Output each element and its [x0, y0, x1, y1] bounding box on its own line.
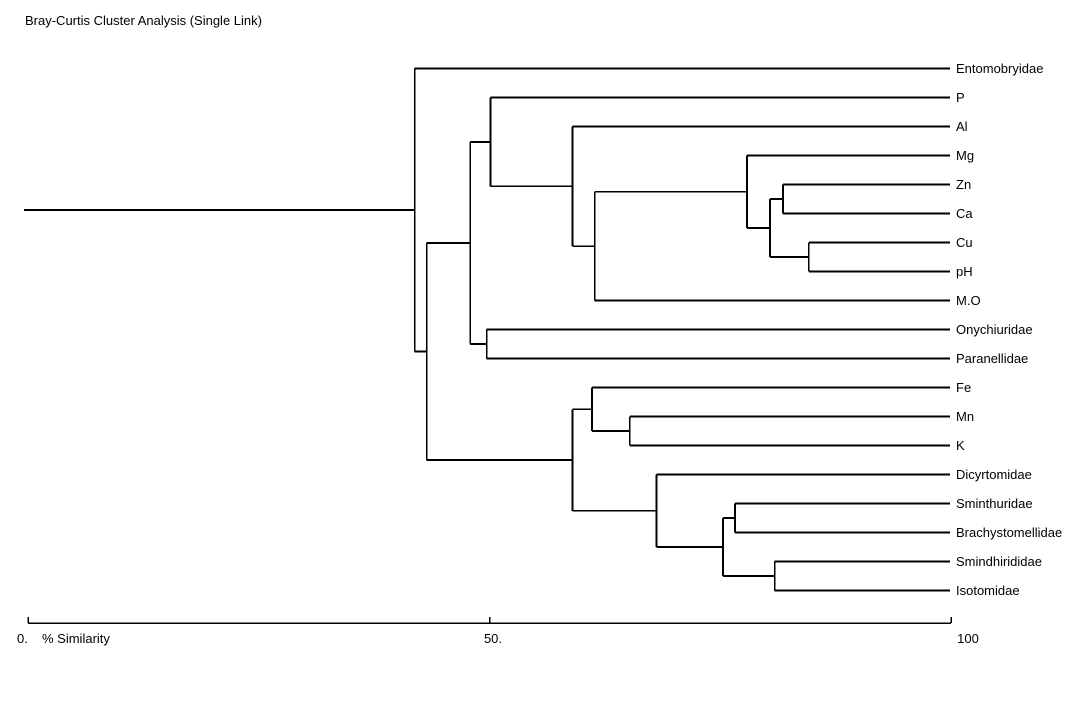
leaf-label: Dicyrtomidae	[956, 467, 1032, 482]
x-axis-title: % Similarity	[42, 631, 110, 646]
leaf-label: Isotomidae	[956, 583, 1020, 598]
leaf-label: Paranellidae	[956, 351, 1028, 366]
leaf-label: Al	[956, 119, 968, 134]
leaf-label: Smindhirididae	[956, 554, 1042, 569]
chart-title: Bray-Curtis Cluster Analysis (Single Lin…	[25, 13, 262, 28]
leaf-label: Zn	[956, 177, 971, 192]
leaf-label: K	[956, 438, 965, 453]
x-axis-tick-label: 0.	[17, 631, 28, 646]
leaf-label: Cu	[956, 235, 973, 250]
leaf-label: Fe	[956, 380, 971, 395]
leaf-label: Entomobryidae	[956, 61, 1043, 76]
x-axis-tick-label: 100	[957, 631, 979, 646]
leaf-label: Mn	[956, 409, 974, 424]
leaf-label: Mg	[956, 148, 974, 163]
leaf-label: P	[956, 90, 965, 105]
leaf-label: M.O	[956, 293, 981, 308]
leaf-label: Sminthuridae	[956, 496, 1033, 511]
leaf-label: Ca	[956, 206, 973, 221]
leaf-label: pH	[956, 264, 973, 279]
x-axis-tick-label: 50.	[484, 631, 502, 646]
leaf-label: Onychiuridae	[956, 322, 1033, 337]
leaf-label: Brachystomellidae	[956, 525, 1062, 540]
